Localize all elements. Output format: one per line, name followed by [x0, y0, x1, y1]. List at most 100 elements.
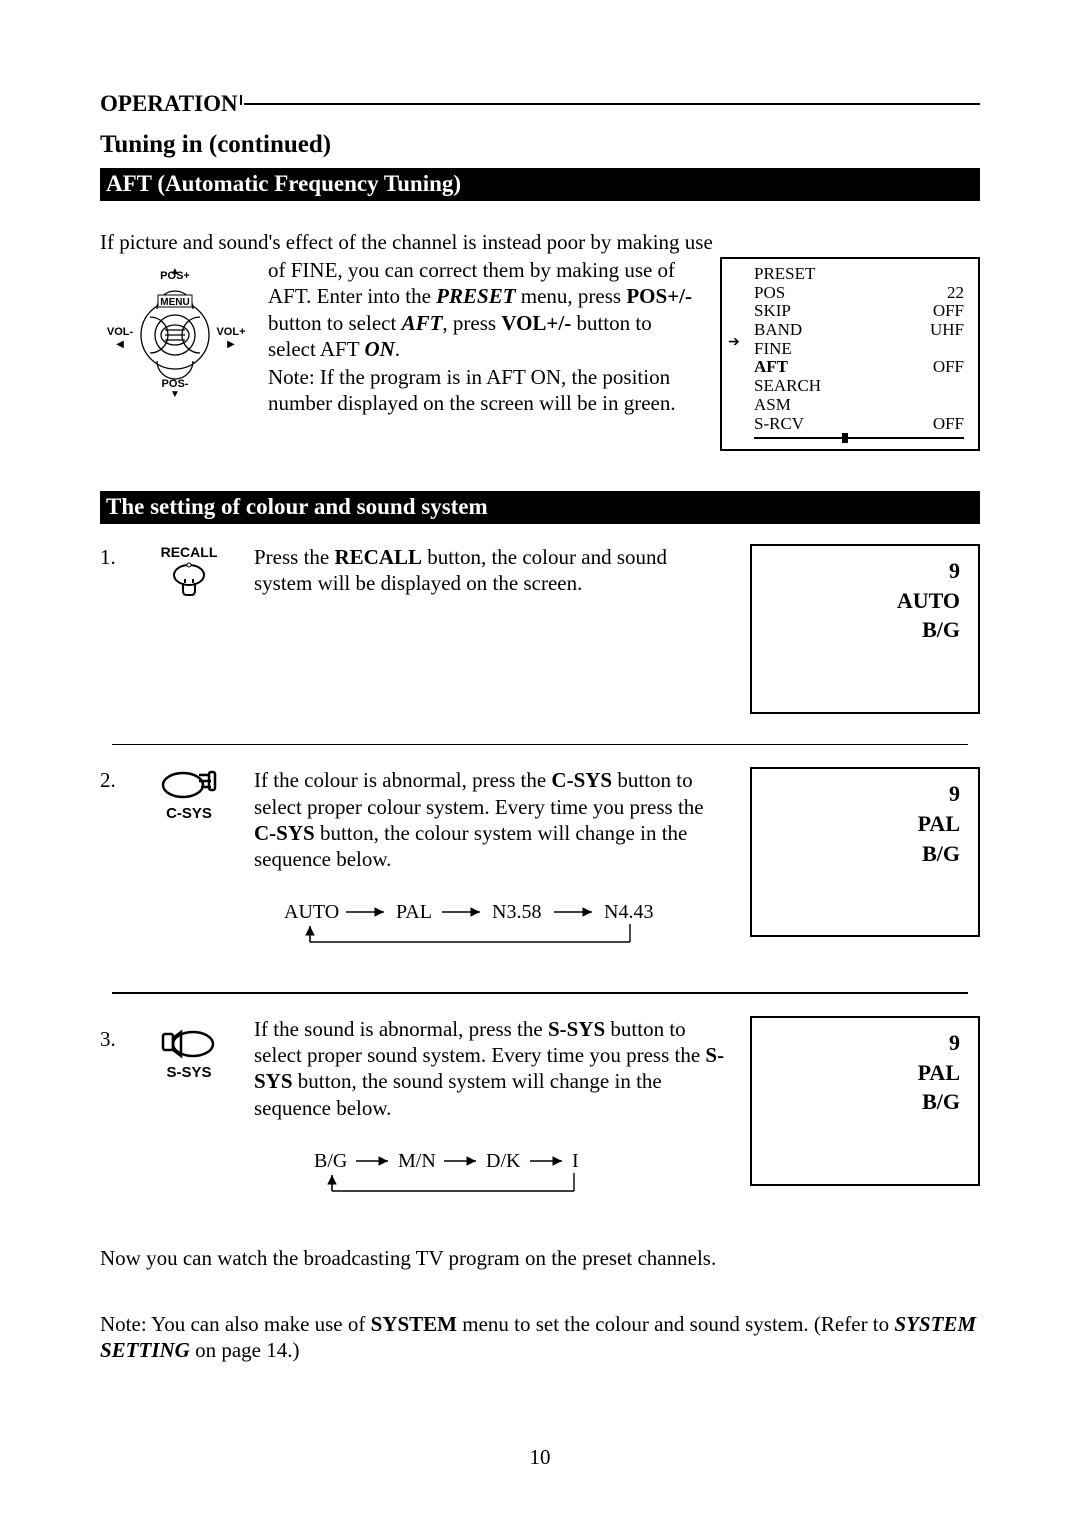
- preset-word: PRESET: [436, 284, 515, 308]
- osd-srcv-l: S-RCV: [754, 415, 854, 434]
- step1-screen: 9 AUTO B/G: [750, 544, 980, 714]
- svg-text:M/N: M/N: [398, 1151, 436, 1172]
- ssys-word: S-SYS: [548, 1017, 605, 1041]
- step3-body: If the sound is abnormal, press the S-SY…: [254, 1016, 730, 1211]
- txt: Press the: [254, 545, 335, 569]
- txt: If the sound is abnormal, press the: [254, 1017, 548, 1041]
- svg-text:B/G: B/G: [314, 1151, 347, 1172]
- txt: on page 14.): [190, 1338, 300, 1362]
- step1-screen-wrap: 9 AUTO B/G: [750, 544, 980, 714]
- arrow-icon: ➔: [728, 335, 740, 350]
- svg-text:I: I: [572, 1151, 579, 1172]
- aft-intro-line1: If picture and sound's effect of the cha…: [100, 229, 980, 255]
- operation-label: OPERATION: [100, 90, 238, 119]
- screen-line: B/G: [762, 1087, 960, 1117]
- txt: menu, press: [516, 284, 627, 308]
- osd-pos-v: 22: [947, 284, 964, 303]
- step-2: 2. C-SYS If the colour is abnormal, pres…: [100, 751, 980, 986]
- screen-line: B/G: [762, 615, 960, 645]
- final-note: Note: You can also make use of SYSTEM me…: [100, 1311, 980, 1364]
- step3-num: 3.: [100, 1016, 124, 1211]
- osd-aft-l: AFT: [754, 358, 854, 377]
- colour-sound-section: The setting of colour and sound system 1…: [100, 491, 980, 1235]
- step1-body: Press the RECALL button, the colour and …: [254, 544, 730, 714]
- osd-srcv-v: OFF: [933, 415, 964, 434]
- svg-text:AUTO: AUTO: [284, 902, 339, 923]
- csys-button-figure: C-SYS: [144, 767, 234, 962]
- step-divider: [112, 744, 968, 746]
- screen-line: 9: [762, 1028, 960, 1058]
- osd-search-l: SEARCH: [754, 377, 854, 396]
- step2-sequence: AUTO PAL N3.58 N4.43: [254, 902, 730, 962]
- recall-label: RECALL: [161, 544, 218, 562]
- colour-sound-bar: The setting of colour and sound system: [100, 491, 980, 524]
- svg-text:VOL-: VOL-: [107, 326, 134, 338]
- step3-screen: 9 PAL B/G: [750, 1016, 980, 1186]
- txt: .: [395, 337, 400, 361]
- osd-asm-l: ASM: [754, 396, 854, 415]
- aft-heading-bar: AFT (Automatic Frequency Tuning): [100, 168, 980, 201]
- aft-note: Note: If the program is in AFT ON, the p…: [268, 364, 702, 417]
- svg-text:D/K: D/K: [486, 1151, 521, 1172]
- osd-band-l: BAND: [754, 321, 854, 340]
- step-divider: [112, 992, 968, 994]
- txt: Note: You can also make use of: [100, 1312, 371, 1336]
- step2-screen: 9 PAL B/G: [750, 767, 980, 937]
- txt: button, the sound system will change in …: [254, 1069, 662, 1119]
- txt: button, the colour system will change in…: [254, 821, 687, 871]
- svg-text:VOL+: VOL+: [216, 326, 245, 338]
- txt: If the colour is abnormal, press the: [254, 768, 551, 792]
- screen-line: AUTO: [762, 586, 960, 616]
- preset-osd-box: PRESET POS 22 SKIP OFF BAND UHF FINE ➔ AFT O…: [720, 257, 980, 451]
- csys-label: C-SYS: [166, 805, 212, 824]
- operation-rule: [244, 103, 980, 105]
- menu-knob-figure: MENU POS+ ▲ POS- ▼ VOL- ◀ VOL+ ▶: [100, 257, 250, 407]
- svg-text:◀: ◀: [116, 339, 124, 350]
- operation-header: OPERATION: [100, 90, 980, 119]
- step2-screen-wrap: 9 PAL B/G: [750, 767, 980, 962]
- screen-line: 9: [762, 556, 960, 586]
- osd-pos-l: POS: [754, 284, 854, 303]
- osd-skip-v: OFF: [933, 302, 964, 321]
- step-3: 3. S-SYS If the sound is abnormal, press…: [100, 1000, 980, 1235]
- csys-word: C-SYS: [254, 821, 315, 845]
- svg-text:▶: ▶: [227, 339, 235, 350]
- step-1: 1. RECALL Press the RECALL button, the c…: [100, 528, 980, 738]
- screen-line: B/G: [762, 839, 960, 869]
- step3-screen-wrap: 9 PAL B/G: [750, 1016, 980, 1211]
- pos-btn-word: POS+/-: [626, 284, 692, 308]
- system-word: SYSTEM: [371, 1312, 457, 1336]
- screen-line: PAL: [762, 1058, 960, 1088]
- step1-num: 1.: [100, 544, 124, 714]
- recall-word: RECALL: [335, 545, 423, 569]
- svg-text:▲: ▲: [170, 266, 180, 277]
- svg-text:N3.58: N3.58: [492, 902, 541, 923]
- csys-word: C-SYS: [551, 768, 612, 792]
- aft-word: AFT: [402, 311, 443, 335]
- closing-text: Now you can watch the broadcasting TV pr…: [100, 1245, 980, 1271]
- ssys-label: S-SYS: [166, 1064, 211, 1083]
- tuning-heading: Tuning in (continued): [100, 129, 980, 160]
- rule-joint: [240, 95, 242, 105]
- aft-intro-body: of FINE, you can correct them by making …: [268, 257, 702, 417]
- step3-sequence: B/G M/N D/K I: [254, 1151, 730, 1211]
- screen-line: PAL: [762, 809, 960, 839]
- on-word: ON: [364, 337, 394, 361]
- step2-num: 2.: [100, 767, 124, 962]
- svg-text:PAL: PAL: [396, 902, 432, 923]
- osd-skip-l: SKIP: [754, 302, 854, 321]
- vol-btn-word: VOL+/-: [501, 311, 571, 335]
- page-number: 10: [100, 1444, 980, 1470]
- step2-body: If the colour is abnormal, press the C-S…: [254, 767, 730, 962]
- svg-text:▼: ▼: [170, 389, 180, 400]
- osd-aft-v: OFF: [933, 358, 964, 377]
- aft-intro-block: If picture and sound's effect of the cha…: [100, 229, 980, 451]
- recall-button-figure: RECALL: [144, 544, 234, 714]
- osd-fine-l: FINE: [754, 340, 854, 359]
- screen-line: 9: [762, 779, 960, 809]
- osd-band-v: UHF: [930, 321, 964, 340]
- svg-text:N4.43: N4.43: [604, 902, 653, 923]
- txt: button to select: [268, 311, 402, 335]
- osd-title: PRESET: [754, 265, 815, 284]
- svg-text:MENU: MENU: [160, 297, 189, 308]
